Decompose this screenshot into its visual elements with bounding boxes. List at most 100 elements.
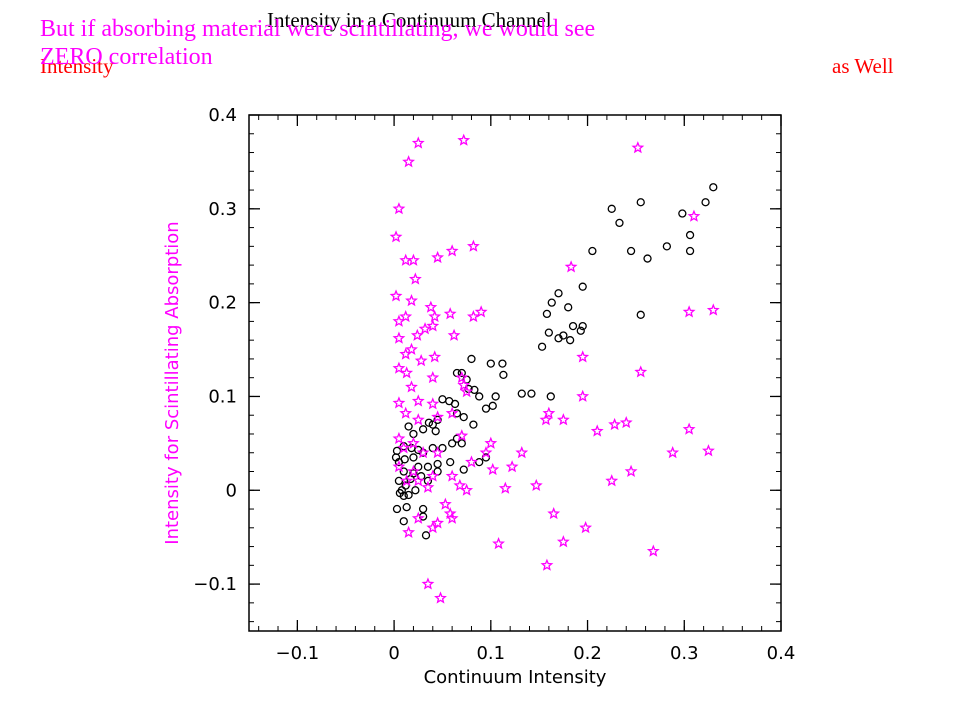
scatter-point-circle <box>588 246 597 256</box>
scatter-point-circle <box>643 254 652 263</box>
scatter-point-circle <box>409 453 418 462</box>
y-tick-label: 0 <box>226 480 237 501</box>
scatter-point-star <box>392 431 406 445</box>
scatter-point-star <box>411 413 425 426</box>
magenta-annotation: But if absorbing material were scintilla… <box>40 16 820 71</box>
scatter-point-star <box>515 446 529 459</box>
scatter-point-circle <box>554 289 563 298</box>
scatter-point-circle <box>452 409 462 418</box>
scatter-point-star <box>421 577 435 590</box>
scatter-point-star <box>392 396 406 409</box>
scatter-point-star <box>445 511 459 524</box>
scatter-point-star <box>646 544 660 557</box>
scatter-point-circle <box>576 326 585 335</box>
scatter-point-circle <box>554 334 563 343</box>
scatter-point-star <box>608 417 622 431</box>
scatter-point-circle <box>636 198 645 207</box>
scatter-point-circle <box>394 476 404 486</box>
scatter-point-star <box>428 350 442 363</box>
scatter-point-circle <box>467 354 476 364</box>
scatter-point-circle <box>397 486 406 495</box>
scatter-point-star <box>529 478 543 492</box>
scatter-point-circle <box>447 439 457 448</box>
scatter-point-circle <box>399 467 408 476</box>
scatter-point-circle <box>499 370 508 380</box>
x-tick-label: 0.4 <box>767 643 796 664</box>
scatter-point-circle <box>423 462 433 471</box>
scatter-point-circle <box>457 439 466 448</box>
magenta-annotation-line-1: But if absorbing material were scintilla… <box>40 16 596 42</box>
scatter-point-star <box>405 380 418 393</box>
scatter-point-star <box>405 342 418 355</box>
scatter-point-star <box>682 305 696 318</box>
scatter-point-circle <box>424 418 434 427</box>
scatter-point-star <box>542 406 556 419</box>
scatter-point-star <box>505 460 519 473</box>
scatter-point-star <box>455 370 469 384</box>
scatter-point-circle <box>564 303 573 312</box>
y-tick-label: 0.3 <box>208 199 237 220</box>
scatter-point-circle <box>418 504 428 514</box>
scatter-point-star <box>556 413 570 426</box>
scatter-point-star <box>460 385 474 398</box>
scatter-point-star <box>466 239 480 252</box>
scatter-point-star <box>400 474 414 487</box>
scatter-point-star <box>402 525 416 538</box>
scatter-point-circle <box>537 342 547 351</box>
scatter-point-circle <box>433 459 442 469</box>
scatter-point-star <box>457 378 471 391</box>
scatter-point-circle <box>685 246 695 256</box>
scatter-point-star <box>407 253 420 266</box>
scatter-point-circle <box>547 298 556 307</box>
y-tick-label: 0.2 <box>208 293 237 314</box>
scatter-point-star <box>445 406 459 419</box>
scatter-point-star <box>411 474 425 487</box>
scatter-point-star <box>389 230 403 243</box>
scatter-point-circle <box>431 427 440 436</box>
scatter-point-star <box>498 481 512 494</box>
scatter-point-star <box>392 331 406 344</box>
scatter-point-star <box>590 424 604 437</box>
scatter-point-star <box>416 446 430 459</box>
scatter-point-star <box>411 136 425 149</box>
scatter-point-star <box>389 289 403 302</box>
scatter-point-star <box>426 469 440 482</box>
scatter-point-circle <box>685 230 695 240</box>
scatter-point-star <box>426 397 440 410</box>
scatter-point-star <box>576 389 590 402</box>
scatter-point-star <box>634 365 648 378</box>
scatter-point-star <box>474 305 488 318</box>
scatter-point-circle <box>469 420 478 429</box>
scatter-point-star <box>418 322 432 335</box>
scatter-point-star <box>421 480 435 493</box>
scatter-point-star <box>631 141 645 154</box>
scatter-point-circle <box>392 504 402 514</box>
scatter-point-star <box>431 516 445 529</box>
scatter-point-circle <box>459 412 468 422</box>
scatter-point-star <box>392 202 406 215</box>
scatter-point-star <box>687 209 701 222</box>
scatter-point-star <box>408 272 422 285</box>
scatter-point-circle <box>402 503 411 512</box>
scatter-point-star <box>405 294 418 307</box>
scatter-point-circle <box>457 368 466 378</box>
scatter-point-circle <box>709 183 718 192</box>
scatter-point-star <box>431 250 445 264</box>
scatter-point-star <box>426 319 440 332</box>
scatter-point-star <box>539 413 553 426</box>
scatter-point-circle <box>409 429 418 439</box>
scatter-point-circle <box>636 310 645 319</box>
scatter-point-star <box>624 464 638 477</box>
scatter-point-star <box>400 366 414 379</box>
scatter-point-star <box>576 350 590 363</box>
scatter-point-star <box>702 444 715 457</box>
scatter-point-star <box>445 469 459 482</box>
scatter-point-circle <box>404 422 413 431</box>
plot-points <box>389 133 720 604</box>
scatter-point-circle <box>418 425 428 434</box>
scatter-point-star <box>619 415 633 429</box>
scatter-point-circle <box>450 399 460 409</box>
scatter-point-circle <box>475 457 484 467</box>
scatter-point-circle <box>446 457 455 467</box>
